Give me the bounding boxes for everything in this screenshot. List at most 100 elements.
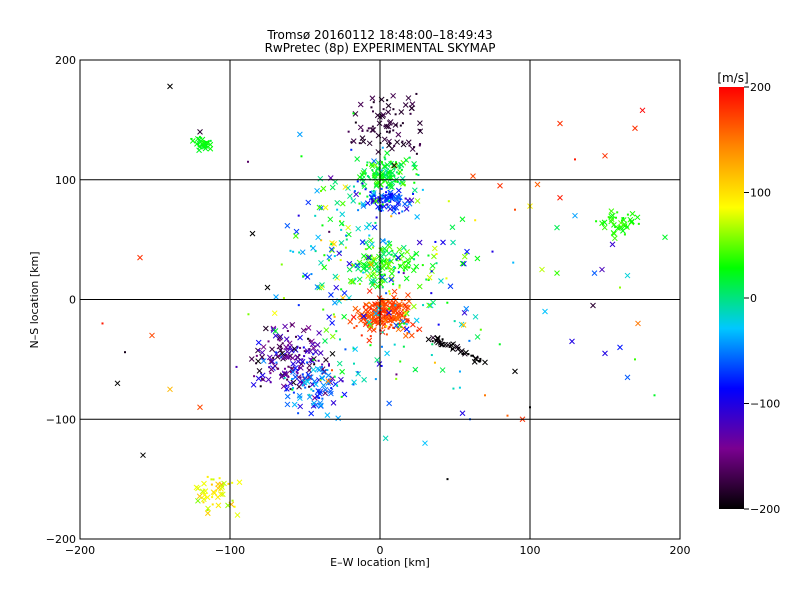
- data-point-stroke: [380, 112, 387, 118]
- data-point-x: [355, 308, 361, 314]
- data-point-stroke: [309, 338, 315, 345]
- data-point-x: [439, 341, 446, 348]
- data-point-dot: [372, 189, 375, 192]
- data-point-dot: [227, 482, 230, 485]
- data-point-dot: [620, 219, 623, 222]
- data-point-stroke: [384, 350, 390, 357]
- data-point-dot: [377, 196, 380, 199]
- data-point-stroke: [325, 372, 332, 379]
- data-point-x: [364, 200, 371, 206]
- data-point-x: [359, 239, 366, 245]
- data-point-dot: [393, 174, 396, 177]
- data-point-x: [317, 350, 324, 356]
- data-point-stroke: [389, 169, 396, 176]
- data-point-dot: [381, 297, 384, 300]
- data-point-dot: [374, 276, 377, 279]
- data-point-dot: [385, 130, 388, 133]
- data-point-x: [323, 357, 329, 363]
- data-point-stroke: [386, 138, 392, 145]
- chart-title: Tromsø 20160112 18:48:00–18:49:43: [266, 28, 492, 42]
- data-point-x: [371, 266, 378, 273]
- data-point-stroke: [381, 245, 388, 252]
- data-point-stroke: [639, 107, 646, 114]
- data-point-dot: [312, 389, 315, 392]
- data-point-stroke: [291, 401, 298, 408]
- data-point-stroke: [396, 246, 403, 253]
- data-point-x: [385, 102, 392, 109]
- data-point-stroke: [314, 342, 321, 348]
- data-point-dot: [381, 331, 384, 334]
- data-point-stroke: [366, 319, 372, 325]
- data-point-stroke: [374, 318, 381, 325]
- data-point-stroke: [416, 283, 423, 290]
- data-point-stroke: [381, 136, 388, 143]
- data-point-stroke: [463, 349, 469, 356]
- data-point-x: [326, 254, 333, 261]
- data-point-x: [335, 415, 342, 422]
- data-point-dot: [276, 367, 279, 370]
- data-point-stroke: [413, 263, 420, 270]
- data-point-stroke: [355, 225, 362, 232]
- data-point-dot: [296, 345, 299, 348]
- data-point-stroke: [404, 249, 410, 255]
- data-point-x: [373, 261, 380, 267]
- data-point-stroke: [388, 317, 394, 324]
- data-point-dot: [279, 345, 282, 348]
- data-point-stroke: [395, 199, 402, 206]
- data-point-x: [356, 259, 363, 266]
- data-point-dot: [408, 266, 411, 269]
- data-point-x: [316, 377, 322, 383]
- data-point-dot: [626, 213, 629, 216]
- data-point-stroke: [281, 354, 288, 361]
- data-point-x: [554, 224, 560, 231]
- data-point-x: [350, 198, 357, 204]
- data-point-dot: [295, 370, 298, 373]
- data-point-x: [338, 220, 345, 227]
- data-point-stroke: [611, 222, 617, 228]
- data-point-stroke: [326, 254, 333, 261]
- data-point-dot: [287, 376, 290, 379]
- data-point-dot: [484, 394, 486, 397]
- data-point-dot: [283, 376, 286, 379]
- data-point-dot: [352, 383, 355, 386]
- data-point-stroke: [379, 237, 386, 244]
- data-point-x: [310, 366, 317, 373]
- data-point-stroke: [310, 366, 317, 373]
- data-point-stroke: [301, 379, 308, 386]
- data-point-stroke: [381, 163, 388, 170]
- data-point-dot: [322, 308, 325, 311]
- data-point-dot: [389, 323, 392, 326]
- data-point-dot: [294, 335, 297, 338]
- data-point-dot: [378, 163, 381, 166]
- data-point-x: [269, 358, 276, 365]
- data-point-x: [322, 338, 328, 344]
- data-point-stroke: [276, 334, 283, 341]
- data-point-dot: [354, 277, 357, 280]
- data-point-stroke: [512, 368, 518, 375]
- data-point-dot: [498, 343, 501, 346]
- data-point-dot: [392, 129, 395, 132]
- data-point-stroke: [328, 246, 335, 253]
- data-point-dot: [247, 160, 249, 163]
- data-point-stroke: [368, 279, 375, 285]
- data-point-stroke: [434, 335, 441, 341]
- data-point-x: [385, 109, 392, 115]
- data-point-stroke: [350, 198, 357, 204]
- data-point-stroke: [336, 360, 343, 367]
- data-point-x: [250, 381, 257, 388]
- data-point-x: [463, 305, 470, 312]
- data-point-stroke: [400, 141, 407, 148]
- data-point-stroke: [398, 302, 405, 309]
- data-point-dot: [340, 228, 343, 231]
- data-point-x: [297, 403, 304, 410]
- data-point-x: [372, 198, 379, 204]
- data-point-dot: [413, 181, 416, 184]
- data-point-stroke: [438, 278, 444, 284]
- data-point-stroke: [269, 358, 276, 365]
- data-point-stroke: [249, 230, 256, 237]
- data-point-dot: [233, 505, 236, 508]
- data-point-dot: [400, 314, 403, 317]
- data-point-stroke: [455, 346, 461, 352]
- data-point-x: [320, 368, 327, 375]
- data-point-stroke: [320, 368, 327, 375]
